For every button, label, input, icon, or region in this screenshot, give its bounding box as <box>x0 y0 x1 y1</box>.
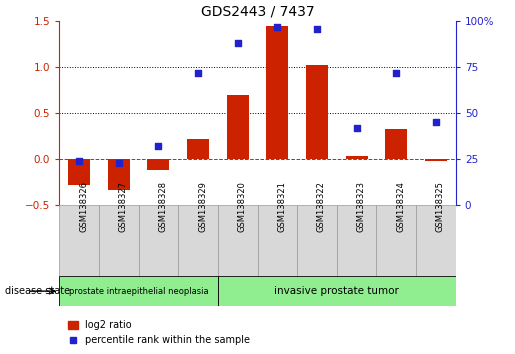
Bar <box>59 276 218 306</box>
Point <box>154 144 163 149</box>
Point <box>75 158 83 164</box>
Bar <box>139 205 178 276</box>
Text: GSM138320: GSM138320 <box>238 181 247 232</box>
Point <box>114 160 123 166</box>
Bar <box>227 95 249 159</box>
Bar <box>306 65 328 159</box>
Text: GSM138321: GSM138321 <box>277 181 286 232</box>
Bar <box>218 205 258 276</box>
Text: GSM138324: GSM138324 <box>397 181 405 232</box>
Bar <box>425 159 447 161</box>
Bar <box>258 205 297 276</box>
Bar <box>266 26 288 159</box>
Text: GSM138322: GSM138322 <box>317 181 326 232</box>
Point <box>194 70 202 76</box>
Point <box>234 40 242 46</box>
Text: GSM138327: GSM138327 <box>118 181 128 232</box>
Point <box>273 24 281 30</box>
Legend: log2 ratio, percentile rank within the sample: log2 ratio, percentile rank within the s… <box>64 316 254 349</box>
Bar <box>187 139 209 159</box>
Point <box>313 26 321 32</box>
Text: GSM138328: GSM138328 <box>159 181 167 232</box>
Text: GSM138323: GSM138323 <box>356 181 366 232</box>
Bar <box>218 276 456 306</box>
Text: invasive prostate tumor: invasive prostate tumor <box>274 286 399 296</box>
Bar <box>416 205 456 276</box>
Text: prostate intraepithelial neoplasia: prostate intraepithelial neoplasia <box>68 287 209 296</box>
Bar <box>99 205 139 276</box>
Bar <box>346 156 368 159</box>
Title: GDS2443 / 7437: GDS2443 / 7437 <box>201 5 314 19</box>
Text: GSM138326: GSM138326 <box>79 181 88 232</box>
Bar <box>297 205 337 276</box>
Text: disease state: disease state <box>5 286 70 296</box>
Bar <box>376 205 416 276</box>
Point <box>432 120 440 125</box>
Bar <box>385 129 407 159</box>
Bar <box>337 205 376 276</box>
Bar <box>68 159 90 185</box>
Text: GSM138329: GSM138329 <box>198 181 207 232</box>
Bar <box>178 205 218 276</box>
Bar <box>147 159 169 170</box>
Text: GSM138325: GSM138325 <box>436 181 445 232</box>
Bar <box>59 205 99 276</box>
Bar <box>108 159 130 190</box>
Point <box>392 70 401 76</box>
Point <box>352 125 360 131</box>
